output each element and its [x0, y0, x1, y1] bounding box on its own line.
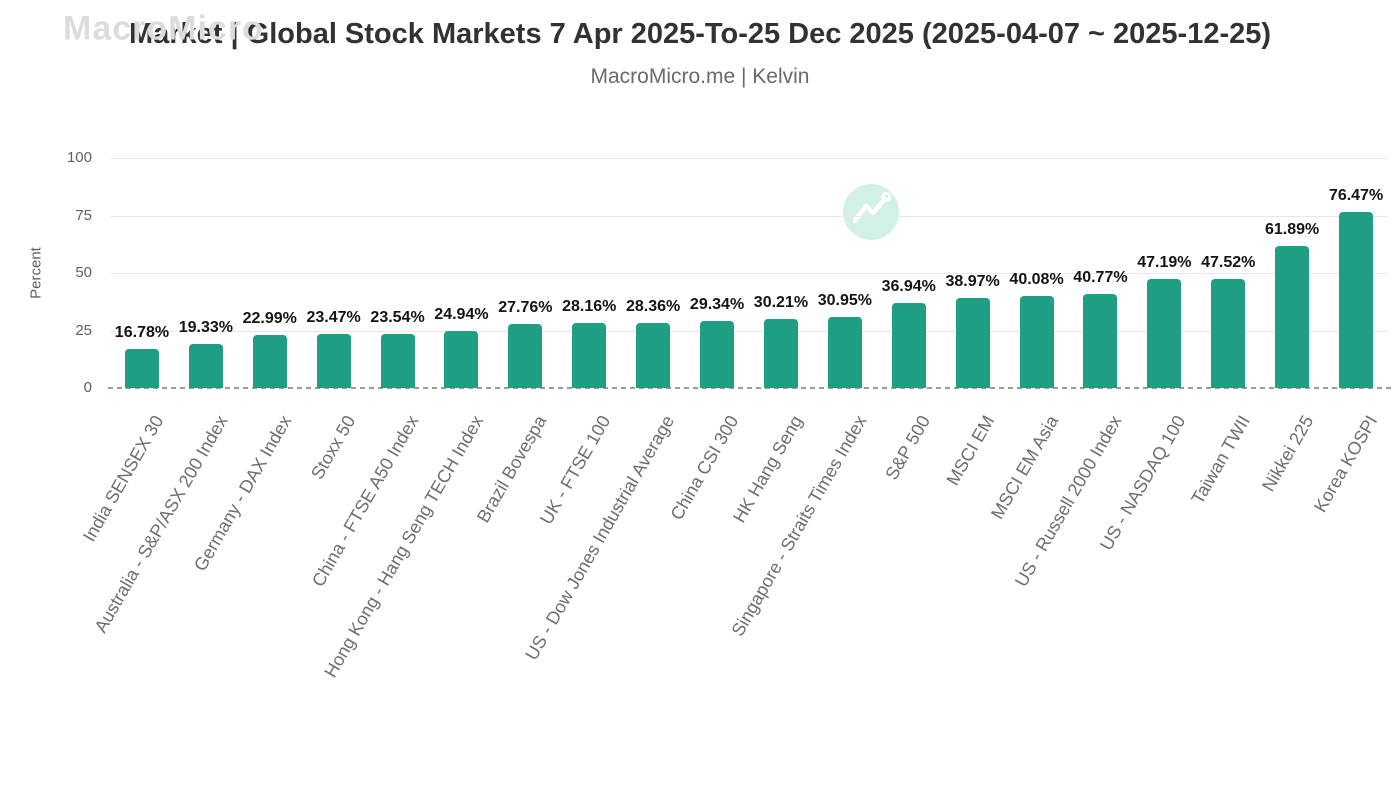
value-label: 36.94%: [881, 278, 936, 296]
bar-15[interactable]: [1083, 294, 1118, 388]
chart-title: Market | Global Stock Markets 7 Apr 2025…: [128, 18, 1272, 50]
value-label: 76.47%: [1328, 187, 1384, 205]
y-tick-label: 75: [75, 206, 92, 224]
bar-18[interactable]: [1275, 245, 1310, 388]
value-label: 29.34%: [689, 295, 745, 313]
x-axis-label[interactable]: Australia - S&P/ASX 200 Index: [90, 412, 232, 637]
x-axis-label[interactable]: China CSI 300: [666, 412, 743, 524]
value-label: 40.08%: [1009, 270, 1064, 288]
bar-3[interactable]: [316, 334, 351, 388]
x-axis-label[interactable]: Korea KOSPI: [1310, 412, 1382, 516]
gridline: [110, 158, 1388, 159]
x-axis-label[interactable]: Nikkei 225: [1258, 412, 1318, 495]
value-label: 23.54%: [370, 308, 425, 326]
value-label: 47.19%: [1137, 254, 1192, 272]
x-axis-label[interactable]: Stoxx 50: [306, 412, 359, 483]
y-tick-label: 0: [83, 379, 92, 396]
x-axis-label[interactable]: MSCI EM Asia: [986, 412, 1062, 523]
bar-17[interactable]: [1211, 278, 1246, 388]
x-axis-label[interactable]: Taiwan TWII: [1186, 412, 1254, 508]
value-label: 61.89%: [1265, 220, 1320, 238]
y-tick-label: 100: [66, 149, 92, 166]
chart-subtitle: MacroMicro.me | Kelvin: [590, 65, 810, 89]
bar-1[interactable]: [188, 343, 223, 388]
bar-9[interactable]: [700, 320, 735, 388]
gridline: [110, 273, 1388, 274]
x-axis-label[interactable]: S&P 500: [881, 412, 935, 484]
watermark: [841, 182, 1161, 242]
value-label: 28.36%: [626, 297, 681, 315]
bar-7[interactable]: [572, 323, 607, 388]
y-axis-title: Percent: [27, 247, 45, 299]
value-label: 47.52%: [1201, 253, 1256, 271]
y-tick-label: 50: [75, 264, 92, 281]
value-label: 23.47%: [306, 309, 361, 327]
zero-gridline: [108, 387, 1392, 389]
value-label: 22.99%: [242, 310, 297, 328]
value-label: 30.21%: [753, 293, 809, 311]
bar-2[interactable]: [252, 335, 287, 388]
x-axis-label[interactable]: Singapore - Straits Times Index: [727, 412, 871, 640]
gridline: [110, 215, 1388, 217]
bar-11[interactable]: [827, 316, 862, 388]
value-label: 28.16%: [562, 298, 617, 316]
bar-4[interactable]: [380, 333, 415, 388]
bar-12[interactable]: [891, 303, 926, 388]
value-label: 16.78%: [114, 324, 170, 342]
value-label: 30.95%: [817, 291, 872, 309]
x-axis-label[interactable]: MSCI EM: [942, 412, 998, 489]
bar-8[interactable]: [636, 322, 671, 388]
bar-6[interactable]: [508, 324, 543, 388]
macromicro-logo-icon: [843, 184, 899, 240]
bar-5[interactable]: [444, 330, 479, 388]
bar-10[interactable]: [763, 318, 798, 388]
bar-14[interactable]: [1019, 295, 1054, 388]
bar-13[interactable]: [955, 298, 990, 388]
value-label: 24.94%: [434, 305, 489, 323]
value-label: 38.97%: [945, 273, 1000, 291]
bar-16[interactable]: [1147, 279, 1182, 388]
bar-0[interactable]: [124, 349, 159, 388]
gridline: [110, 330, 1388, 332]
value-label: 40.77%: [1073, 269, 1128, 287]
y-tick-label: 25: [75, 321, 92, 339]
x-axis-label[interactable]: US - Dow Jones Industrial Average: [521, 412, 679, 664]
bar-19[interactable]: [1339, 212, 1374, 388]
value-label: 27.76%: [498, 299, 553, 317]
value-label: 19.33%: [178, 318, 233, 336]
